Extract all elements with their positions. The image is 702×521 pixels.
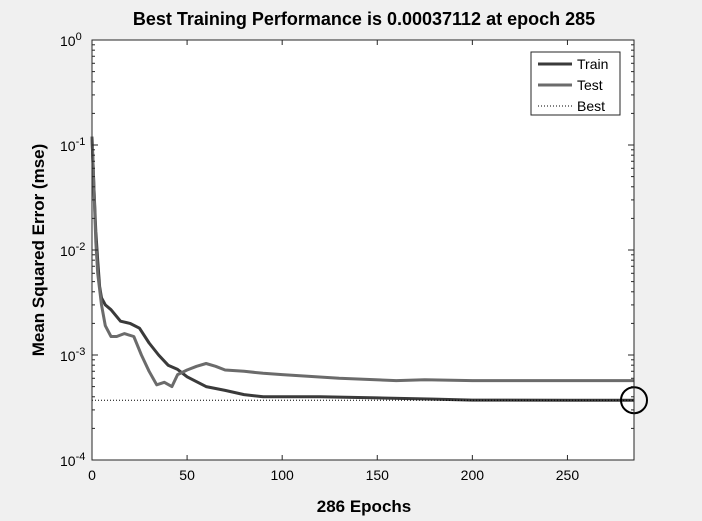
x-tick-label: 250 bbox=[556, 467, 580, 483]
series-layer bbox=[90, 136, 634, 402]
x-axis: 0 50 100 150 200 250 bbox=[88, 40, 579, 483]
x-tick-label: 0 bbox=[88, 467, 96, 483]
x-tick-label: 100 bbox=[270, 467, 294, 483]
x-tick-label: 150 bbox=[366, 467, 390, 483]
x-axis-label: 286 Epochs bbox=[317, 497, 412, 516]
y-axis-label: Mean Squared Error (mse) bbox=[29, 144, 48, 357]
legend-label-best: Best bbox=[577, 98, 605, 114]
x-tick-label: 50 bbox=[179, 467, 195, 483]
legend-label-test: Test bbox=[577, 77, 603, 93]
legend-label-train: Train bbox=[577, 56, 608, 72]
x-tick-label: 200 bbox=[461, 467, 485, 483]
chart-title: Best Training Performance is 0.00037112 … bbox=[133, 9, 595, 29]
legend: Train Test Best bbox=[530, 51, 621, 116]
series-line-test bbox=[90, 136, 634, 389]
